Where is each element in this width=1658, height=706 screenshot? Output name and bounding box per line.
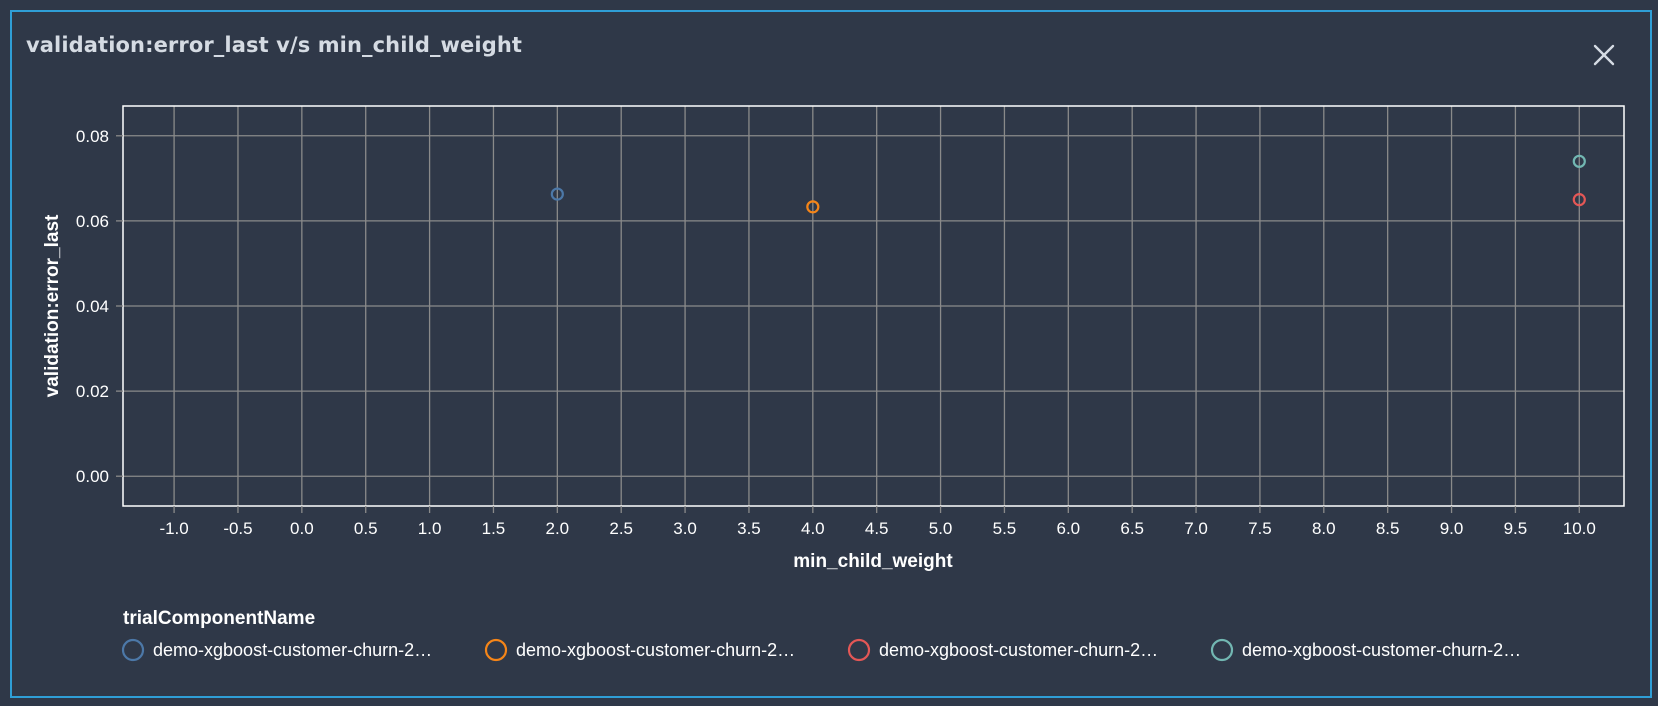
x-tick-label: 4.5 [865, 519, 889, 538]
x-tick-label: 10.0 [1563, 519, 1596, 538]
legend-label: demo-xgboost-customer-churn-2… [516, 640, 795, 660]
x-tick-label: 7.5 [1248, 519, 1272, 538]
y-tick-label: 0.06 [76, 212, 109, 231]
x-tick-label: 0.5 [354, 519, 378, 538]
y-tick-label: 0.02 [76, 382, 109, 401]
x-tick-label: 5.0 [929, 519, 953, 538]
x-axis-title: min_child_weight [793, 551, 953, 572]
legend-item-2[interactable]: demo-xgboost-customer-churn-2… [484, 638, 795, 662]
chart-grid [123, 106, 1624, 506]
x-tick-label: -1.0 [159, 519, 188, 538]
y-axis-title: validation:error_last [42, 214, 63, 397]
legend[interactable]: demo-xgboost-customer-churn-2… demo-xgboo… [121, 638, 1521, 662]
x-tick-label: 6.5 [1120, 519, 1144, 538]
dialog-title: validation:error_last v/s min_child_weig… [26, 33, 523, 57]
legend-symbol [121, 638, 145, 662]
x-tick-label: 8.5 [1376, 519, 1400, 538]
x-tick-label: 8.0 [1312, 519, 1336, 538]
legend-item-4[interactable]: demo-xgboost-customer-churn-2… [1210, 638, 1521, 662]
x-tick-label: 2.0 [546, 519, 570, 538]
legend-symbol [847, 638, 871, 662]
y-tick-label: 0.08 [76, 127, 109, 146]
chart-dialog [10, 10, 1652, 698]
x-tick-label: 9.5 [1504, 519, 1528, 538]
x-tick-label: 6.0 [1056, 519, 1080, 538]
y-axis: 0.00 0.02 0.04 0.06 0.08 [76, 127, 123, 486]
x-tick-label: 3.5 [737, 519, 761, 538]
y-tick-label: 0.04 [76, 297, 109, 316]
data-point-series-1[interactable] [550, 187, 564, 201]
x-tick-label: 0.0 [290, 519, 314, 538]
x-tick-label: 1.5 [482, 519, 506, 538]
x-tick-label: -0.5 [223, 519, 252, 538]
legend-symbol [484, 638, 508, 662]
x-tick-label: 1.0 [418, 519, 442, 538]
x-tick-label: 5.5 [993, 519, 1017, 538]
data-point-series-3[interactable] [1572, 193, 1586, 207]
legend-label: demo-xgboost-customer-churn-2… [1242, 640, 1521, 660]
x-tick-label: 3.0 [673, 519, 697, 538]
legend-label: demo-xgboost-customer-churn-2… [153, 640, 432, 660]
legend-item-3[interactable]: demo-xgboost-customer-churn-2… [847, 638, 1158, 662]
data-point-series-2[interactable] [806, 200, 820, 214]
legend-symbol [1210, 638, 1234, 662]
close-button[interactable] [1586, 40, 1616, 70]
data-point-series-4[interactable] [1572, 154, 1586, 168]
x-tick-label: 9.0 [1440, 519, 1464, 538]
x-tick-label: 7.0 [1184, 519, 1208, 538]
x-axis: -1.0 -0.5 0.0 0.5 1.0 1.5 2.0 2.5 3.0 3.5 4.0 4.5 5.… [159, 506, 1596, 538]
legend-item-1[interactable]: demo-xgboost-customer-churn-2… [121, 638, 432, 662]
y-tick-label: 0.00 [76, 467, 109, 486]
close-icon [1593, 44, 1615, 66]
x-tick-label: 4.0 [801, 519, 825, 538]
data-points [550, 154, 1586, 214]
legend-title: trialComponentName [123, 608, 315, 629]
legend-label: demo-xgboost-customer-churn-2… [879, 640, 1158, 660]
x-tick-label: 2.5 [609, 519, 633, 538]
